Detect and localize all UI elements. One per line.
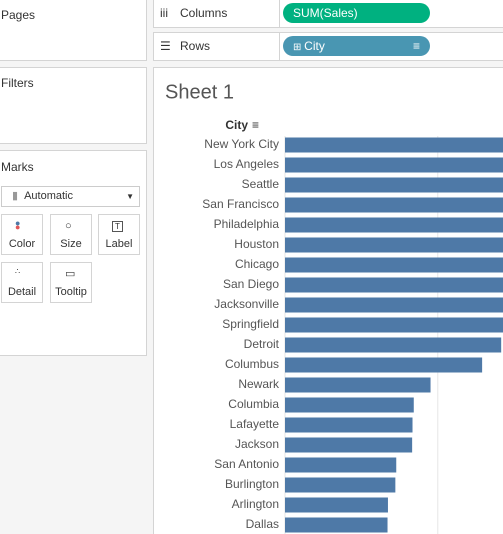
bar — [285, 217, 503, 233]
y-tick-label: Detroit — [244, 337, 280, 351]
button-label: Tooltip — [55, 286, 87, 298]
y-tick-label: Jacksonville — [214, 297, 279, 311]
shelf-icon: iii — [160, 6, 168, 20]
bar — [285, 417, 413, 433]
y-tick-label: Springfield — [222, 317, 279, 331]
bar — [285, 277, 503, 293]
bar — [285, 317, 503, 333]
bar — [285, 437, 413, 453]
y-tick-label: Burlington — [225, 477, 279, 491]
y-tick-label: San Francisco — [202, 197, 279, 211]
columns-pill[interactable]: SUM(Sales) — [283, 3, 430, 23]
button-label: Detail — [7, 286, 37, 298]
rows-shelf: ☰ Rows ⊞ City ≡ — [153, 32, 503, 61]
y-tick-label: San Diego — [223, 277, 279, 291]
rows-pill[interactable]: ⊞ City ≡ — [283, 36, 430, 56]
chart-title: Sheet 1 — [165, 81, 234, 103]
y-tick-label: Philadelphia — [214, 217, 280, 231]
columns-shelf: iii Columns SUM(Sales) — [153, 0, 503, 28]
button-label: Color — [8, 238, 36, 250]
label-button[interactable]: T Label — [98, 214, 140, 255]
bar — [285, 257, 503, 273]
sort-icon[interactable]: ≡ — [252, 118, 259, 132]
filters-title: Filters — [1, 76, 34, 90]
button-label: Size — [60, 238, 82, 250]
shelf-label: Columns — [180, 6, 228, 20]
bar — [285, 377, 431, 393]
bar — [285, 397, 414, 413]
y-tick-label: Arlington — [232, 497, 279, 511]
shelf-label: Rows — [180, 39, 211, 53]
bar — [285, 337, 502, 353]
bar — [285, 297, 503, 313]
shelf-icon: ☰ — [160, 39, 171, 53]
bar — [285, 197, 503, 213]
y-tick-label: Seattle — [242, 177, 280, 191]
detail-button[interactable]: ∴ Detail — [1, 262, 43, 303]
tooltip-button[interactable]: ▭ Tooltip — [50, 262, 92, 303]
y-tick-label: Dallas — [246, 517, 279, 531]
y-tick-label: Chicago — [235, 257, 279, 271]
pages-title: Pages — [1, 8, 36, 22]
bar — [285, 357, 483, 373]
y-tick-label: Newark — [238, 377, 280, 391]
pill-label: City — [304, 39, 325, 53]
y-tick-label: San Antonio — [214, 457, 279, 471]
button-label: Label — [105, 238, 133, 250]
pages-card: Pages — [0, 0, 147, 61]
y-tick-label: Lafayette — [230, 417, 280, 431]
bar — [285, 477, 396, 493]
color-button[interactable]: ● ● Color — [1, 214, 43, 255]
mark-type-dropdown[interactable]: ▮ Automatic ▼ — [1, 186, 140, 207]
bar — [285, 237, 503, 253]
bar — [285, 157, 503, 173]
marks-card: Marks ▮ Automatic ▼ ● ● Color ○ Size T Label … — [0, 150, 147, 356]
filters-card: Filters — [0, 67, 147, 144]
marks-title: Marks — [1, 160, 34, 174]
bar — [285, 497, 388, 513]
bar — [285, 177, 503, 193]
y-tick-label: New York City — [204, 137, 279, 151]
y-tick-label: Columbia — [228, 397, 279, 411]
y-axis-title: City — [225, 118, 248, 132]
bar — [285, 457, 397, 473]
mark-type: Automatic — [24, 190, 73, 202]
size-button[interactable]: ○ Size — [50, 214, 92, 255]
bar — [285, 517, 388, 533]
chart: Sheet 1 City ≡ New York City Los Angeles S… — [153, 67, 503, 534]
y-tick-label: Los Angeles — [214, 157, 279, 171]
y-tick-label: Columbus — [225, 357, 279, 371]
y-tick-label: Jackson — [235, 437, 279, 451]
bar — [285, 137, 503, 153]
y-tick-label: Houston — [234, 237, 279, 251]
